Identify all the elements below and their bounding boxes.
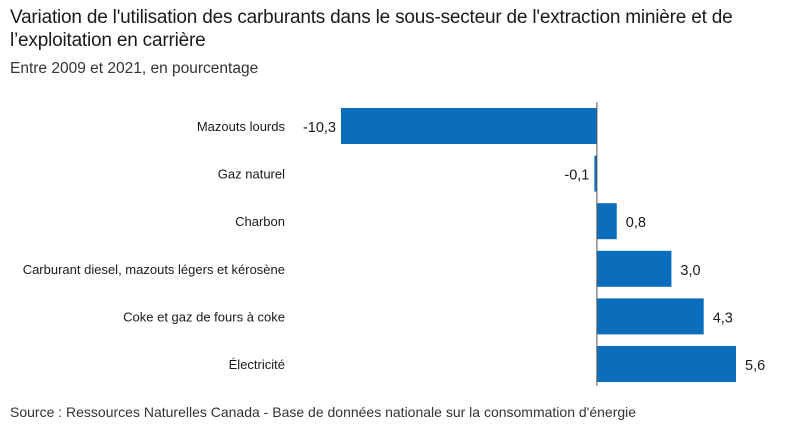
chart-source: Source : Ressources Naturelles Canada - … xyxy=(10,404,637,420)
category-label: Coke et gaz de fours à coke xyxy=(123,309,285,324)
category-label: Gaz naturel xyxy=(218,167,285,182)
value-label: 5,6 xyxy=(745,358,765,374)
category-label: Électricité xyxy=(229,357,285,372)
bar xyxy=(596,250,672,287)
bar xyxy=(596,298,704,335)
bar xyxy=(594,155,597,192)
bar xyxy=(596,346,736,382)
category-label: Charbon xyxy=(235,214,285,229)
value-label: -10,3 xyxy=(303,120,336,136)
chart-subtitle: Entre 2009 et 2021, en pourcentage xyxy=(10,60,259,77)
value-label: 4,3 xyxy=(713,310,733,326)
value-label: 0,8 xyxy=(626,215,646,231)
value-label: 3,0 xyxy=(680,263,700,279)
chart-title: Variation de l'utilisation des carburant… xyxy=(10,7,733,51)
category-label: Mazouts lourds xyxy=(197,119,286,134)
bar xyxy=(596,203,617,240)
category-label: Carburant diesel, mazouts légers et kéro… xyxy=(23,262,285,277)
value-label: -0,1 xyxy=(564,168,589,184)
bar xyxy=(341,108,597,144)
